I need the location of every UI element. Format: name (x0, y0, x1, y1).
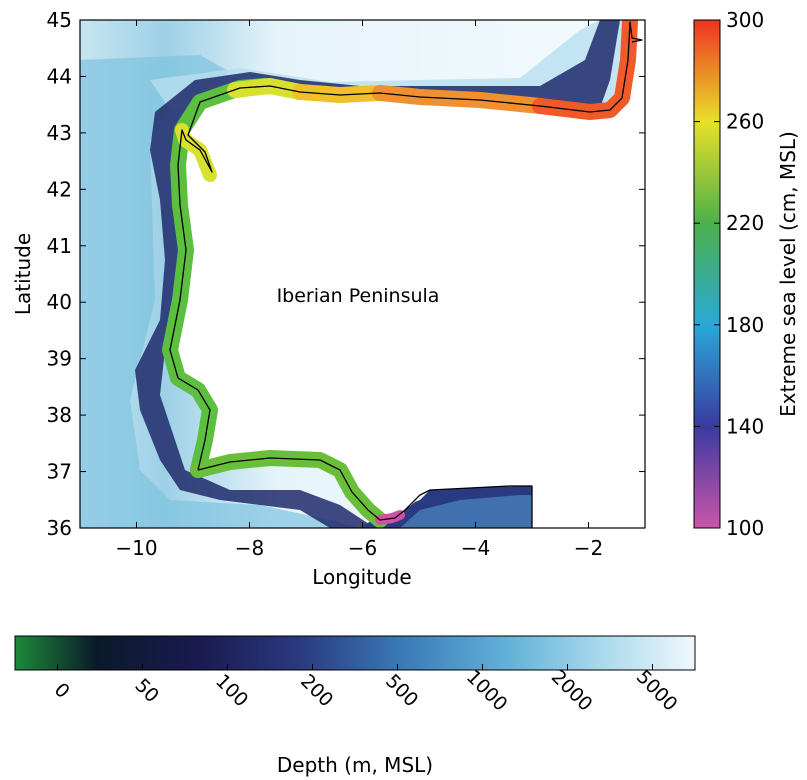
ocean-mid-depth (80, 55, 360, 528)
sea-level-tick-label: 260 (726, 110, 764, 134)
depth-colorbar-label: Depth (m, MSL) (277, 753, 433, 777)
sea-level-colorbar-ticks: 100 140 180 220 260 300 (694, 8, 764, 540)
depth-tick-label: 50 (130, 674, 163, 707)
y-tick-label: 39 (47, 347, 72, 371)
y-tick-label: 36 (47, 516, 72, 540)
x-tick-label: −2 (574, 536, 603, 560)
depth-tick-label: 200 (296, 670, 337, 711)
x-tick-label: −8 (235, 536, 264, 560)
x-axis-label: Longitude (312, 565, 411, 589)
y-tick-label: 43 (47, 121, 72, 145)
sea-level-band-northwest (227, 78, 308, 100)
depth-tick-label: 5000 (632, 666, 682, 716)
sea-level-tick-label: 100 (726, 516, 764, 540)
y-tick-label: 44 (47, 64, 72, 88)
sea-level-colorbar-label: Extreme sea level (cm, MSL) (776, 131, 800, 417)
depth-tick-label: 0 (50, 679, 74, 703)
sea-level-tick-label: 300 (726, 8, 764, 32)
sea-level-colorbar (693, 19, 721, 529)
y-tick-label: 38 (47, 403, 72, 427)
y-tick-label: 42 (47, 177, 72, 201)
ocean-shelf-edge (135, 20, 620, 528)
y-tick-label: 37 (47, 460, 72, 484)
depth-tick-label: 500 (381, 670, 422, 711)
y-axis-label: Latitude (11, 233, 35, 315)
depth-colorbar (14, 635, 696, 671)
sea-level-tick-label: 140 (726, 414, 764, 438)
map-area: Iberian Peninsula (80, 20, 645, 528)
x-tick-label: −10 (115, 536, 157, 560)
depth-tick-label: 1000 (462, 666, 512, 716)
iberian-land (168, 20, 645, 528)
y-tick-label: 40 (47, 290, 72, 314)
x-tick-label: −4 (461, 536, 490, 560)
coastline-south (197, 457, 533, 528)
y-tick-label: 41 (47, 234, 72, 258)
x-tick-label: −6 (348, 536, 377, 560)
sea-level-tick-label: 180 (726, 313, 764, 337)
depth-tick-label: 100 (211, 670, 252, 711)
y-tick-label: 45 (47, 8, 72, 32)
depth-colorbar-ticks: 0 50 100 200 500 1000 2000 5000 (50, 664, 682, 716)
depth-tick-label: 2000 (547, 666, 597, 716)
coastline-atlantic (169, 21, 643, 471)
map-ticks: −10 −8 −6 −4 −2 36 37 38 39 40 41 42 43 44 45 (47, 8, 645, 560)
region-label: Iberian Peninsula (277, 285, 440, 307)
sea-level-tick-label: 220 (726, 211, 764, 235)
